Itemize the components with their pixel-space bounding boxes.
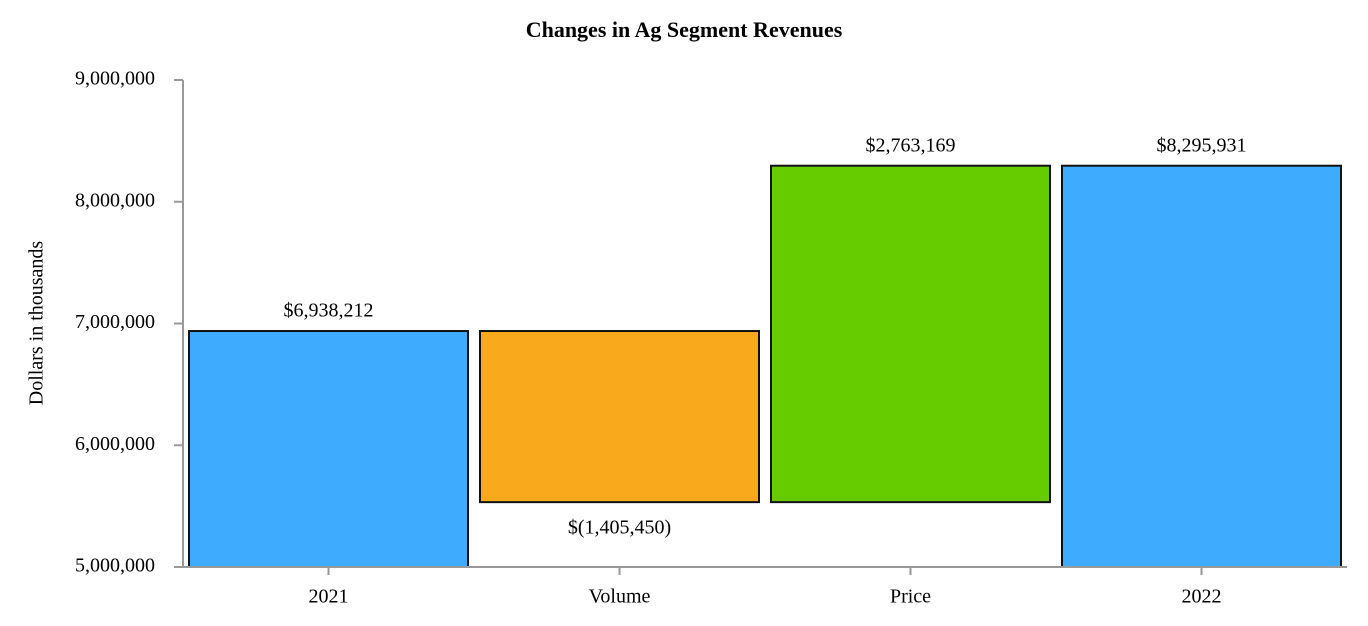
bar bbox=[770, 164, 1051, 504]
bar bbox=[479, 330, 760, 504]
y-tick-label: 8,000,000 bbox=[75, 189, 155, 211]
y-tick-label: 5,000,000 bbox=[75, 555, 155, 577]
y-tick-label: 9,000,000 bbox=[75, 68, 155, 90]
bar bbox=[188, 330, 469, 568]
x-tick-label: Price bbox=[890, 586, 931, 608]
x-tick-label: 2021 bbox=[309, 586, 349, 608]
x-tick-label: 2022 bbox=[1182, 586, 1222, 608]
chart-title: Changes in Ag Segment Revenues bbox=[526, 17, 843, 42]
value-label: $8,295,931 bbox=[1157, 134, 1247, 156]
y-axis-title: Dollars in thousands bbox=[26, 241, 48, 406]
x-tick-label: Volume bbox=[589, 586, 651, 608]
y-tick-label: 7,000,000 bbox=[75, 311, 155, 333]
value-label: $(1,405,450) bbox=[568, 517, 671, 539]
y-tick-label: 6,000,000 bbox=[75, 433, 155, 455]
bar bbox=[1061, 164, 1342, 568]
value-label: $2,763,169 bbox=[866, 134, 956, 156]
value-label: $6,938,212 bbox=[284, 300, 374, 322]
